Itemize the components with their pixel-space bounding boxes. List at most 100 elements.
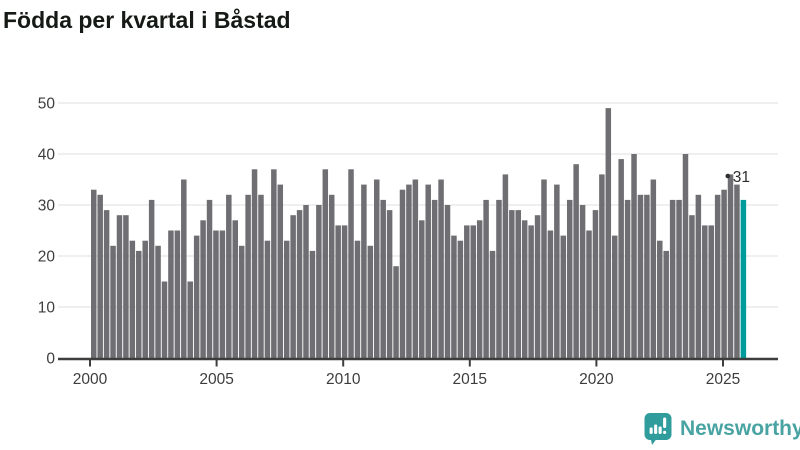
bar [560, 235, 567, 359]
bar [354, 240, 361, 359]
bar [168, 230, 174, 359]
bar [226, 194, 232, 359]
bar-highlighted [740, 199, 747, 359]
bar [290, 215, 296, 359]
bar [91, 189, 97, 359]
bar [219, 230, 226, 359]
bar [554, 184, 560, 359]
bar [348, 169, 354, 359]
bar [444, 205, 451, 359]
bar [457, 240, 464, 359]
bar [245, 194, 251, 359]
bar [110, 245, 116, 359]
bar [657, 240, 663, 359]
bar [283, 240, 290, 359]
bar [425, 184, 431, 359]
bar [515, 210, 522, 359]
bar [361, 184, 367, 359]
bar [483, 199, 489, 359]
bar [502, 174, 509, 359]
bar [238, 245, 245, 359]
bar [534, 215, 541, 359]
bar [97, 194, 103, 359]
bar [296, 210, 303, 359]
y-tick-label: 10 [38, 300, 56, 317]
bar [541, 179, 547, 359]
bar [637, 194, 644, 359]
newsworthy-logo: Newsworthy [644, 412, 800, 446]
bar [200, 220, 206, 359]
bar [309, 250, 316, 359]
bar [316, 205, 322, 359]
bar [393, 266, 399, 359]
bar [579, 205, 586, 359]
newsworthy-wordmark: Newsworthy [680, 417, 800, 440]
last-value-label: 31 [733, 169, 750, 186]
bar [187, 281, 193, 359]
x-tick-label: 2020 [579, 371, 614, 388]
bar [271, 169, 277, 359]
bar [586, 230, 592, 359]
bar [213, 230, 219, 359]
y-tick-label: 0 [46, 351, 55, 368]
bar [605, 108, 612, 359]
bar [258, 194, 264, 359]
bar [322, 169, 329, 359]
bar [470, 225, 476, 359]
bar [251, 169, 258, 359]
bar [721, 189, 727, 359]
bar [341, 225, 348, 359]
bar [328, 194, 335, 359]
bar [161, 281, 168, 359]
bar [412, 179, 419, 359]
bar [496, 199, 502, 359]
bar [123, 215, 129, 359]
bar [624, 199, 631, 359]
bar [528, 225, 534, 359]
bar [676, 199, 682, 359]
bar [547, 230, 554, 359]
bar [380, 199, 386, 359]
bar [155, 245, 161, 359]
value-label-marker [725, 173, 731, 179]
bar [181, 179, 187, 359]
x-tick-label: 2015 [453, 371, 487, 388]
bar [335, 225, 341, 359]
bar [708, 225, 714, 359]
bar [206, 199, 213, 359]
bar [399, 189, 406, 359]
bar [406, 184, 412, 359]
bar [489, 250, 496, 359]
bar [431, 199, 438, 359]
bar [148, 199, 155, 359]
bar [592, 210, 599, 359]
bar [682, 154, 689, 359]
bar [476, 220, 483, 359]
bar [714, 194, 721, 359]
bar [136, 250, 142, 359]
bar [702, 225, 708, 359]
y-tick-label: 50 [38, 96, 56, 113]
bar [451, 235, 457, 359]
bar [464, 225, 470, 359]
bar [367, 245, 374, 359]
bar [663, 250, 669, 359]
bar [174, 230, 181, 359]
bar [103, 210, 110, 359]
bar [438, 179, 444, 359]
bar [727, 174, 734, 359]
bar [521, 220, 528, 359]
bar [650, 179, 657, 359]
bar [618, 159, 624, 359]
bar [695, 194, 702, 359]
bar [599, 174, 605, 359]
bar [142, 240, 148, 359]
x-tick-label: 2010 [326, 371, 361, 388]
bar [193, 235, 200, 359]
bar [631, 154, 637, 359]
bar [277, 184, 284, 359]
y-tick-label: 40 [38, 147, 56, 164]
bar [129, 240, 136, 359]
